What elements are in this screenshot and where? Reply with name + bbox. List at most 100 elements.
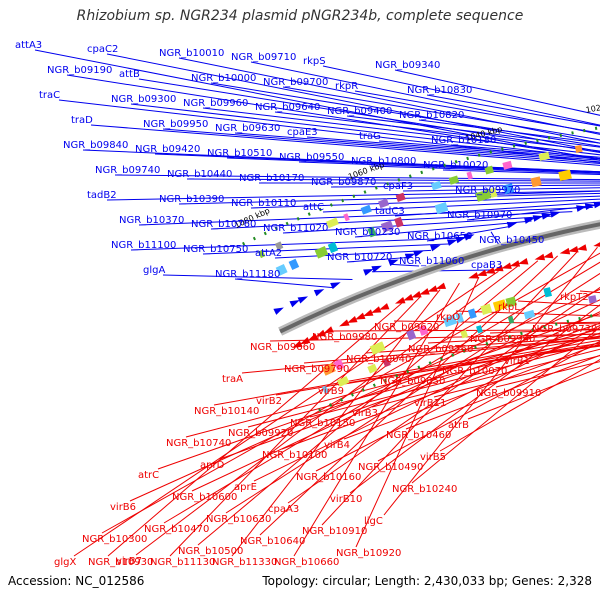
leader-line — [461, 345, 600, 366]
gene-label: NGR_b09920 — [228, 428, 293, 439]
gene-arrow — [299, 336, 311, 345]
leader-line — [346, 256, 412, 263]
gene-label: NGR_b10460 — [386, 430, 451, 441]
gene-label: NGR_b09630 — [215, 123, 280, 134]
gene-arrow — [593, 240, 600, 248]
leader-line — [178, 192, 600, 205]
gene-label: NGR_b10910 — [302, 526, 367, 537]
feature-block — [326, 217, 339, 229]
gene-label: NGR_b10930 — [88, 557, 153, 568]
leader-line — [138, 78, 600, 154]
gene-arrow — [455, 236, 467, 244]
feature-block — [274, 241, 284, 251]
gene-label: aprD — [200, 460, 225, 471]
leader-line — [231, 289, 441, 557]
gene-label: virB9 — [318, 386, 344, 397]
gene-label: NGR_b09760 — [408, 344, 473, 355]
gene-arrow — [394, 296, 406, 304]
gene-label: NGR_b09740 — [95, 165, 160, 176]
feature-block — [367, 226, 377, 238]
gene-arrow — [370, 306, 382, 314]
gene-label: NGR_b09300 — [111, 94, 176, 105]
leader-line — [365, 336, 600, 354]
leader-line — [234, 132, 600, 163]
gene-label: NGR_b10010 — [159, 48, 224, 59]
feature-block — [430, 180, 442, 191]
gene-label: NGR_b09640 — [255, 102, 320, 113]
feature-block — [507, 315, 515, 324]
gene-arrow — [419, 288, 430, 295]
feature-block — [314, 246, 329, 259]
gene-label: NGR_b10470 — [144, 524, 209, 535]
gene-arrow — [541, 213, 552, 220]
gene-arrow — [576, 244, 587, 251]
gene-label: NGR_b10660 — [274, 557, 339, 568]
gene-arrow — [371, 265, 382, 273]
gene-label: NGR_b09980 — [312, 332, 377, 343]
gene-label: NGR_b10970 — [447, 210, 512, 221]
feature-block — [288, 258, 300, 271]
gene-label: NGR_b09660 — [250, 342, 315, 353]
feature-block — [530, 176, 542, 188]
gene-label: virB3 — [352, 408, 378, 419]
gene-arrow — [403, 293, 414, 301]
gene-arrow — [524, 217, 535, 224]
gene-label: glgA — [143, 265, 165, 276]
gene-label: traG — [359, 131, 381, 142]
gene-arrow — [593, 201, 600, 209]
leader-line — [250, 61, 600, 135]
leader-line — [399, 344, 600, 376]
feature-block — [480, 303, 493, 316]
leader-line — [241, 337, 600, 374]
gene-label: traC — [39, 90, 60, 101]
gene-arrow — [435, 282, 447, 289]
leader-line — [439, 358, 600, 452]
leader-line — [66, 74, 600, 160]
feature-block — [434, 201, 449, 215]
leader-line — [378, 140, 600, 160]
gene-arrow — [501, 262, 512, 269]
leader-line — [178, 57, 600, 144]
gene-label: rkpS — [303, 56, 326, 67]
gene-arrow — [517, 258, 529, 265]
leader-line — [354, 90, 600, 134]
gene-arrow — [323, 326, 334, 334]
gene-label: NGR_b10450 — [479, 235, 544, 246]
feature-block — [502, 160, 513, 170]
leader-line — [90, 124, 600, 166]
gene-label: NGR_b11100 — [111, 240, 176, 251]
gene-label: NGR_b09190 — [47, 65, 112, 76]
gene-label: cpaA3 — [268, 504, 299, 515]
leader-line — [234, 278, 334, 289]
gene-label: NGR_b10510 — [207, 148, 272, 159]
leader-line — [349, 304, 600, 494]
leader-line — [135, 265, 519, 556]
leader-line — [101, 252, 600, 534]
gene-arrow — [339, 319, 350, 327]
gene-label: NGR_b09700 — [263, 77, 328, 88]
leader-line — [331, 329, 600, 332]
gene-label: rkpR — [335, 81, 358, 92]
leader-line — [253, 311, 600, 482]
feature-block — [382, 358, 391, 368]
backbone-arc — [278, 219, 600, 336]
gene-label: NGR_b09960 — [183, 98, 248, 109]
gene-arrow — [292, 340, 303, 348]
leader-line — [377, 340, 600, 462]
gene-label: NGR_b11020 — [263, 223, 328, 234]
gene-label: aprE — [234, 482, 257, 493]
gene-arrow — [468, 272, 479, 279]
gene-label: NGR_b10800 — [351, 156, 416, 167]
gene-label: NGR_b10160 — [296, 472, 361, 483]
gene-label: NGR_b09340 — [375, 60, 440, 71]
leader-line — [213, 336, 600, 406]
gene-label: NGR_b09400 — [327, 106, 392, 117]
gene-label: NGR_b09790 — [284, 364, 349, 375]
gene-label: virB10 — [330, 494, 362, 505]
gene-label: NGR_b10830 — [407, 85, 472, 96]
gene-label: attB — [119, 69, 140, 80]
label-leader-lines — [34, 49, 600, 557]
gene-label: NGR_b10720 — [327, 252, 392, 263]
gene-label: glgX — [54, 557, 76, 568]
gene-label: NGR_b09990 — [470, 334, 535, 345]
